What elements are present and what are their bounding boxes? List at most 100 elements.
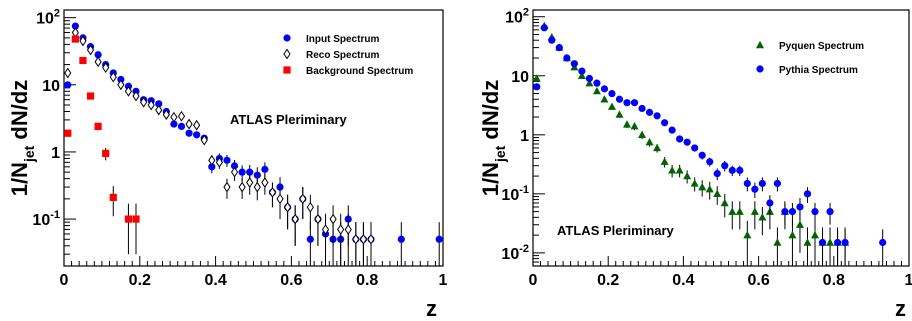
data-point xyxy=(668,166,677,174)
data-point xyxy=(705,184,714,193)
data-point xyxy=(577,71,586,79)
data-point xyxy=(660,157,669,165)
data-point xyxy=(773,179,782,188)
y-tick-label: 10-1 xyxy=(32,209,60,229)
data-point xyxy=(788,230,797,239)
data-point xyxy=(533,83,541,91)
data-point xyxy=(728,207,737,215)
data-point xyxy=(291,213,299,225)
data-point xyxy=(208,163,216,171)
data-point xyxy=(713,170,721,178)
data-point xyxy=(811,208,819,216)
x-tick-label: 0.4 xyxy=(204,272,226,289)
data-point xyxy=(706,158,714,166)
data-point xyxy=(713,189,722,198)
data-point xyxy=(735,207,744,215)
data-point xyxy=(276,193,284,205)
data-point xyxy=(608,89,616,98)
data-point xyxy=(676,135,684,143)
data-point xyxy=(321,224,330,235)
chart-panel-2: 0 0.2 0.4 0.6 0.8 1 10-2 10-1 1 10 102 Pyquen Spect… xyxy=(478,7,912,321)
data-point xyxy=(185,118,193,130)
legend-label: Background Spectrum xyxy=(306,66,413,77)
data-point xyxy=(615,95,624,103)
legend-marker xyxy=(756,40,764,49)
x-axis-label: z xyxy=(895,296,906,321)
legend-marker xyxy=(756,65,764,73)
data-point xyxy=(548,36,556,44)
data-point xyxy=(132,90,140,102)
data-point xyxy=(162,109,170,120)
x-tick-label: 0.2 xyxy=(597,272,619,289)
data-point xyxy=(397,235,405,243)
data-point xyxy=(736,166,744,174)
data-point xyxy=(788,208,797,216)
data-point xyxy=(585,74,594,83)
x-tick-label: 0.8 xyxy=(356,272,378,289)
data-point xyxy=(743,179,751,188)
data-point xyxy=(841,238,849,247)
series-reco-spectrum xyxy=(64,27,375,266)
data-point xyxy=(578,67,586,75)
data-point xyxy=(592,86,601,95)
data-point xyxy=(359,233,368,245)
data-point xyxy=(607,102,616,110)
data-point xyxy=(94,122,102,131)
legend-label: Input Spectrum xyxy=(306,34,379,45)
data-point xyxy=(818,238,827,247)
series-input-spectrum xyxy=(64,22,443,266)
legend-label: Pythia Spectrum xyxy=(779,65,858,76)
data-point xyxy=(540,24,548,32)
data-point xyxy=(102,149,110,158)
data-point xyxy=(139,96,148,108)
data-point xyxy=(261,165,269,173)
data-point xyxy=(64,81,72,89)
data-point xyxy=(155,100,163,108)
y-tick-label: 102 xyxy=(36,8,60,28)
data-point xyxy=(124,85,133,97)
data-point xyxy=(555,44,563,52)
data-point xyxy=(71,35,79,43)
data-point xyxy=(86,92,95,100)
data-point xyxy=(261,177,269,188)
chart-panel-1: 0 0.2 0.4 0.6 0.8 1 10-1 1 10 102 Input Spectrum Re… xyxy=(7,8,448,321)
data-point xyxy=(223,156,231,164)
x-tick-label: 0.4 xyxy=(672,272,694,289)
data-point xyxy=(795,220,804,228)
data-point xyxy=(94,51,102,59)
data-point xyxy=(193,119,201,131)
data-point xyxy=(170,111,178,123)
data-point xyxy=(208,154,216,166)
data-point xyxy=(109,193,117,202)
data-point xyxy=(185,129,193,137)
data-point xyxy=(246,168,254,176)
data-point xyxy=(170,120,178,128)
data-point xyxy=(367,233,375,245)
data-point xyxy=(781,208,789,216)
data-point xyxy=(600,85,609,93)
data-point xyxy=(585,78,594,87)
data-point xyxy=(638,130,647,139)
data-point xyxy=(230,166,239,178)
data-point xyxy=(344,224,352,235)
data-point xyxy=(653,143,662,152)
data-point xyxy=(64,129,72,137)
data-point xyxy=(79,56,87,65)
data-point xyxy=(238,168,246,176)
annotation-text: ATLAS Pleriminary xyxy=(230,112,348,127)
x-tick-label: 0 xyxy=(529,272,538,289)
data-point xyxy=(690,179,699,187)
data-point xyxy=(79,35,87,47)
data-point xyxy=(743,230,752,239)
x-tick-label: 0 xyxy=(60,272,69,289)
data-point xyxy=(600,95,609,103)
data-point xyxy=(773,238,782,246)
y-axis-label: 1/Njet dN/dz xyxy=(478,80,508,197)
data-point xyxy=(352,233,360,245)
y-tick-label: 10 xyxy=(511,69,529,86)
data-point xyxy=(109,71,117,83)
data-point xyxy=(71,22,79,30)
data-point xyxy=(86,44,95,56)
data-point xyxy=(879,238,887,247)
